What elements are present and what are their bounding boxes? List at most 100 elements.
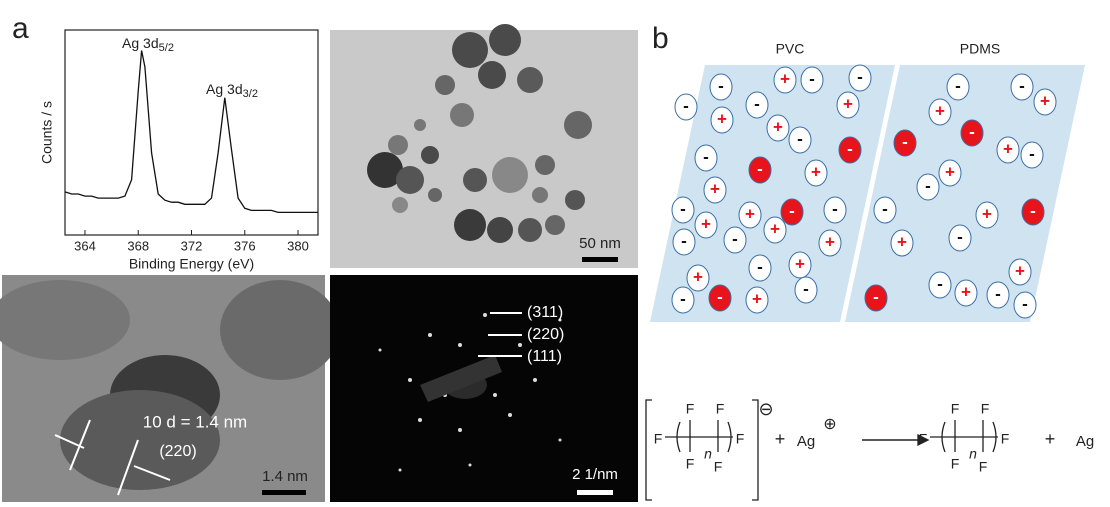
equation-text: F <box>981 401 990 417</box>
equation-text: F <box>919 431 928 447</box>
charge-sign: - <box>1019 76 1025 95</box>
charge-sign: - <box>732 229 738 248</box>
charge-sign: + <box>825 232 835 251</box>
equation-text: F <box>951 456 960 472</box>
equation-text: F <box>714 459 723 475</box>
charge-sign: + <box>780 69 790 88</box>
x-tick-label: 364 <box>74 238 96 253</box>
charge-sign: - <box>803 279 809 298</box>
panel-label: b <box>652 22 669 55</box>
charge-sign: + <box>752 289 762 308</box>
x-tick-label: 368 <box>127 238 149 253</box>
charge-sign: + <box>717 109 727 128</box>
peak-label-text: Ag 3d <box>206 81 243 97</box>
charge-sign: - <box>969 122 975 141</box>
charge-sign: + <box>843 94 853 113</box>
charge-sign: - <box>680 199 686 218</box>
peak-label-sub: 5/2 <box>159 42 174 54</box>
charge-sign: + <box>795 254 805 273</box>
charge-sign: - <box>683 96 689 115</box>
equation-text: F <box>686 456 695 472</box>
equation-text: Ag <box>1076 433 1094 450</box>
scale-label: 1.4 nm <box>262 468 308 485</box>
charge-sign: + <box>1040 91 1050 110</box>
scale-label: 50 nm <box>579 235 621 252</box>
equation-text: Ag <box>797 433 815 450</box>
x-tick-label: 380 <box>287 238 309 253</box>
equation-text: F <box>951 401 960 417</box>
charge-sign: - <box>680 289 686 308</box>
charge-sign: - <box>857 67 863 86</box>
equation-text: n <box>704 446 712 462</box>
charge-sign: - <box>789 201 795 220</box>
peak-label-text: Ag 3d <box>122 35 159 51</box>
spacing-label: 10 d = 1.4 nm <box>143 412 247 431</box>
charge-sign: + <box>770 219 780 238</box>
equation-text: ⊖ <box>758 399 773 419</box>
charge-sign: + <box>961 282 971 301</box>
charge-sign: + <box>811 162 821 181</box>
scale-label: 2 1/nm <box>572 466 618 483</box>
charge-sign: + <box>693 267 703 286</box>
equation-text: + <box>775 429 786 449</box>
x-tick-label: 372 <box>181 238 203 253</box>
charge-sign: - <box>995 284 1001 303</box>
peak-label: Ag 3d3/2 <box>206 81 258 100</box>
equation-text: F <box>736 431 745 447</box>
equation-text: + <box>1045 429 1056 449</box>
peak-label: Ag 3d5/2 <box>122 35 174 54</box>
equation-text: F <box>1001 431 1010 447</box>
charge-sign: + <box>773 117 783 136</box>
charge-sign: - <box>957 227 963 246</box>
charge-sign: - <box>902 132 908 151</box>
charge-sign: + <box>935 101 945 120</box>
charge-sign: + <box>945 162 955 181</box>
charge-sign: - <box>882 199 888 218</box>
peak-label-sub: 3/2 <box>243 88 258 100</box>
ring-label: (220) <box>527 326 564 343</box>
charge-sign: + <box>701 214 711 233</box>
charge-sign: - <box>681 231 687 250</box>
charge-sign: - <box>754 94 760 113</box>
charge-sign: + <box>745 204 755 223</box>
charge-sign: - <box>847 139 853 158</box>
charge-sign: - <box>955 76 961 95</box>
charge-sign: - <box>873 287 879 306</box>
charge-sign: + <box>1003 139 1013 158</box>
charge-sign: - <box>757 257 763 276</box>
x-tick-label: 376 <box>234 238 256 253</box>
figure: a b 50 nm 10 d = 1.4 nm (220) 1.4 nm <box>0 0 1110 502</box>
charge-sign: - <box>832 199 838 218</box>
surface-label: PDMS <box>960 41 1000 57</box>
charge-sign: - <box>797 129 803 148</box>
tem-image <box>330 24 638 268</box>
charge-sign: - <box>703 147 709 166</box>
charge-sign: + <box>982 204 992 223</box>
charge-sign: - <box>718 76 724 95</box>
charge-sign: - <box>1029 144 1035 163</box>
charge-sign: - <box>809 69 815 88</box>
surface-label: PVC <box>776 41 805 57</box>
ring-label: (311) <box>527 304 563 321</box>
equation-text: F <box>654 431 663 447</box>
charge-sign: + <box>1015 261 1025 280</box>
x-axis-label: Binding Energy (eV) <box>129 256 254 272</box>
panel-label: a <box>12 12 29 45</box>
charge-sign: + <box>897 232 907 251</box>
ring-label: (111) <box>527 348 562 365</box>
plane-label: (220) <box>159 443 196 460</box>
spectrum-line <box>65 51 318 213</box>
equation-text: F <box>979 459 988 475</box>
equation-text: F <box>686 401 695 417</box>
charge-sign: - <box>717 287 723 306</box>
charge-sign: - <box>757 159 763 178</box>
charge-sign: - <box>1022 294 1028 313</box>
equation-text: ⊕ <box>823 416 836 433</box>
y-axis-label: Counts / s <box>39 101 55 164</box>
charge-sign: - <box>937 274 943 293</box>
equation-text: n <box>969 446 977 462</box>
charge-sign: - <box>925 176 931 195</box>
equation-drawing <box>646 400 998 500</box>
charge-sign: + <box>710 179 720 198</box>
charge-sign: - <box>1030 201 1036 220</box>
